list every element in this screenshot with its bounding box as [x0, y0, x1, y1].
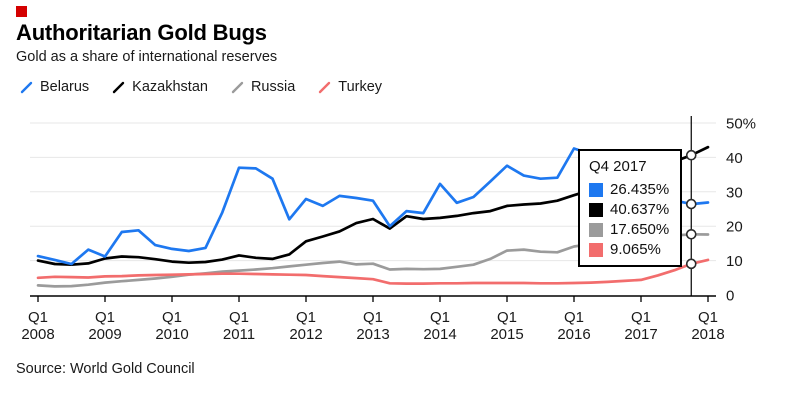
tooltip-swatch-icon — [589, 222, 603, 237]
y-tick-label: 20 — [726, 219, 743, 236]
x-tick-year-label: 2009 — [88, 326, 121, 343]
tooltip-value: 17.650% — [610, 221, 670, 238]
tooltip-date: Q4 2017 — [589, 158, 647, 175]
series-slash-icon — [20, 81, 33, 93]
page-title: Authoritarian Gold Bugs — [16, 20, 267, 45]
x-tick-year-label: 2011 — [223, 326, 255, 343]
y-tick-label: 0 — [726, 288, 734, 305]
x-tick-year-label: 2016 — [557, 326, 590, 343]
y-tick-label: 30 — [726, 184, 743, 201]
legend-label: Kazakhstan — [132, 79, 208, 95]
x-tick-quarter-label: Q1 — [430, 309, 450, 326]
series-line-turkey[interactable] — [36, 258, 710, 285]
x-tick-quarter-label: Q1 — [95, 309, 115, 326]
x-tick-year-label: 2018 — [691, 326, 724, 343]
crosshair-marker-turkey — [685, 258, 697, 270]
x-tick-quarter-label: Q1 — [296, 309, 316, 326]
tooltip-value: 26.435% — [610, 181, 670, 198]
tooltip-row-kazakhstan: 40.637% — [589, 201, 671, 218]
tooltip-row-russia: 17.650% — [589, 221, 671, 238]
x-tick-quarter-label: Q1 — [698, 309, 718, 326]
legend-item-turkey[interactable]: Turkey — [318, 79, 382, 95]
tooltip-row-turkey: 9.065% — [589, 241, 671, 258]
x-tick-quarter-label: Q1 — [28, 309, 48, 326]
legend-item-kazakhstan[interactable]: Kazakhstan — [112, 79, 208, 95]
crosshair-marker-belarus — [685, 198, 697, 210]
x-tick-quarter-label: Q1 — [162, 309, 182, 326]
x-tick-year-label: 2014 — [423, 326, 456, 343]
series-slash-icon — [319, 81, 331, 93]
x-tick-quarter-label: Q1 — [229, 309, 249, 326]
tooltip-value: 9.065% — [610, 241, 661, 258]
x-tick-quarter-label: Q1 — [631, 309, 651, 326]
crosshair-tooltip: Q4 2017 26.435% 40.637% 17.650% 9.065% — [578, 149, 682, 267]
tooltip-swatch-icon — [589, 242, 603, 257]
legend: Belarus Kazakhstan Russia Turkey — [20, 79, 382, 95]
legend-label: Turkey — [338, 79, 383, 95]
legend-item-belarus[interactable]: Belarus — [20, 79, 89, 95]
crosshair-marker-kazakhstan — [685, 149, 697, 161]
x-tick-year-label: 2012 — [289, 326, 322, 343]
tooltip-swatch-icon — [589, 202, 603, 217]
x-tick-quarter-label: Q1 — [363, 309, 383, 326]
crosshair-marker-russia — [685, 228, 697, 240]
x-tick-year-label: 2008 — [21, 326, 54, 343]
source-note: Source: World Gold Council — [16, 361, 195, 377]
series-slash-icon — [231, 81, 244, 93]
legend-label: Russia — [250, 79, 296, 95]
series-slash-icon — [112, 81, 125, 93]
tooltip-swatch-icon — [589, 182, 603, 197]
y-tick-label: 40 — [726, 150, 743, 167]
y-tick-label: 10 — [726, 253, 743, 270]
x-tick-quarter-label: Q1 — [497, 309, 517, 326]
legend-item-russia[interactable]: Russia — [231, 79, 295, 95]
x-tick-year-label: 2015 — [490, 326, 523, 343]
x-tick-year-label: 2010 — [155, 326, 188, 343]
tooltip-row-belarus: 26.435% — [589, 181, 671, 198]
chart-subtitle: Gold as a share of international reserve… — [16, 49, 278, 65]
x-tick-quarter-label: Q1 — [564, 309, 584, 326]
legend-label: Belarus — [40, 79, 90, 95]
brand-mark — [16, 6, 27, 17]
tooltip-value: 40.637% — [610, 201, 670, 218]
x-tick-year-label: 2017 — [624, 326, 657, 343]
y-tick-label: 50% — [726, 116, 756, 133]
x-tick-year-label: 2013 — [356, 326, 389, 343]
